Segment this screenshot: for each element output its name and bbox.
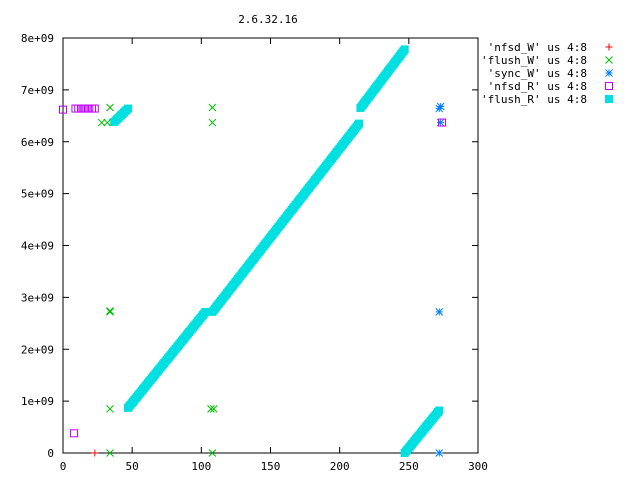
data-point <box>59 105 67 114</box>
data-point <box>106 308 114 316</box>
legend: 'nfsd_W' us 4:8'flush_W' us 4:8'sync_W' … <box>481 41 613 106</box>
data-point <box>435 406 444 415</box>
chart-title: 2.6.32.16 <box>238 13 298 26</box>
x-tick-label: 100 <box>191 460 211 473</box>
legend-marker-3 <box>605 82 613 90</box>
data-point <box>90 104 99 113</box>
x-tick-label: 150 <box>261 460 281 473</box>
data-point <box>124 104 133 113</box>
data-marks <box>59 45 447 457</box>
plot-frame <box>62 37 479 454</box>
data-point <box>435 308 444 316</box>
data-point <box>106 449 114 457</box>
data-point <box>208 118 217 127</box>
legend-marker-1 <box>605 56 613 64</box>
axis-ticks: 0 50 100 150 200 250 300 0 1e+09 2e+09 3e+09 4e+09 5… <box>21 32 488 473</box>
y-tick-label: 2e+09 <box>21 343 54 356</box>
series-4 <box>110 45 444 457</box>
data-point <box>70 429 79 438</box>
y-tick-label: 3e+09 <box>21 291 54 304</box>
legend-label: 'nfsd_R' us 4:8 <box>488 80 587 93</box>
data-point <box>103 118 112 127</box>
data-point <box>435 449 444 457</box>
data-point <box>97 118 106 127</box>
legend-label: 'flush_W' us 4:8 <box>481 54 587 67</box>
x-tick-label: 250 <box>399 460 419 473</box>
data-point <box>208 103 217 112</box>
data-point <box>91 449 99 457</box>
y-tick-label: 1e+09 <box>21 395 54 408</box>
y-tick-label: 8e+09 <box>21 32 54 45</box>
y-tick-label: 4e+09 <box>21 240 54 253</box>
y-tick-label: 0 <box>47 447 54 460</box>
y-tick-label: 7e+09 <box>21 84 54 97</box>
series-3 <box>59 104 447 438</box>
legend-label: 'nfsd_W' us 4:8 <box>488 41 587 54</box>
data-point <box>106 103 114 112</box>
y-tick-label: 5e+09 <box>21 188 54 201</box>
data-point <box>436 102 445 111</box>
data-point <box>106 405 114 413</box>
y-tick-label: 6e+09 <box>21 136 54 149</box>
legend-marker-2 <box>605 69 613 77</box>
legend-label: 'flush_R' us 4:8 <box>481 93 587 106</box>
x-tick-label: 300 <box>468 460 488 473</box>
data-point <box>208 449 217 457</box>
data-point <box>209 405 218 413</box>
data-point <box>201 307 210 316</box>
series-1 <box>97 103 218 457</box>
legend-label: 'sync_W' us 4:8 <box>488 67 587 80</box>
data-point <box>106 307 114 315</box>
legend-marker-0 <box>605 43 613 51</box>
data-point <box>438 118 447 127</box>
legend-marker-4 <box>605 95 613 103</box>
x-tick-label: 50 <box>126 460 139 473</box>
data-point <box>207 405 215 413</box>
data-point <box>400 45 409 54</box>
x-tick-label: 0 <box>60 460 67 473</box>
x-tick-label: 200 <box>330 460 350 473</box>
data-point <box>355 119 364 128</box>
series-0 <box>91 449 99 457</box>
series-2 <box>435 102 445 457</box>
